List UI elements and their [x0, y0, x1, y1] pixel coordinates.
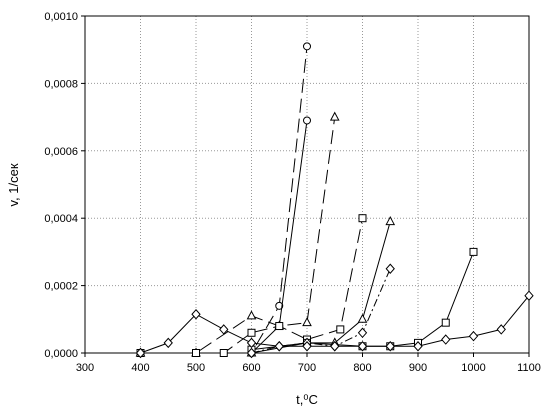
x-tick-label: 800	[353, 362, 371, 374]
x-tick-label: 1000	[461, 362, 485, 374]
y-tick-label: 0,0006	[44, 146, 78, 158]
marker	[413, 341, 423, 352]
marker	[246, 337, 257, 349]
marker	[357, 327, 368, 339]
marker	[468, 330, 479, 342]
x-tick-label: 400	[131, 362, 149, 374]
marker	[219, 349, 228, 357]
marker	[441, 318, 450, 327]
marker	[302, 341, 312, 352]
marker	[385, 216, 396, 226]
y-tick-label: 0,0002	[44, 281, 78, 293]
x-axis-label: t,⁰C	[296, 392, 318, 407]
marker	[275, 301, 284, 310]
y-tick-label: 0,0010	[44, 11, 78, 23]
marker	[192, 349, 200, 357]
marker	[302, 317, 312, 327]
marker	[303, 42, 311, 51]
y-tick-label: 0,0004	[44, 213, 78, 225]
marker	[303, 116, 311, 125]
y-tick-label: 0,0008	[44, 78, 78, 90]
marker	[246, 310, 257, 320]
marker	[336, 325, 345, 334]
marker	[358, 214, 367, 223]
marker	[274, 341, 284, 352]
marker	[247, 328, 256, 337]
x-tick-label: 1100	[517, 362, 541, 374]
y-tick-label: 0,0000	[44, 348, 78, 360]
marker	[385, 341, 395, 352]
marker	[330, 341, 340, 352]
marker	[441, 334, 451, 345]
marker	[275, 322, 284, 331]
x-tick-label: 700	[298, 362, 316, 374]
marker	[219, 324, 229, 335]
x-tick-label: 500	[187, 362, 205, 374]
marker	[469, 247, 478, 256]
x-tick-label: 600	[242, 362, 260, 374]
series-line	[251, 268, 391, 354]
marker	[496, 324, 506, 335]
marker	[524, 290, 534, 301]
marker	[163, 337, 173, 349]
y-axis-label: v, 1/сек	[6, 163, 21, 206]
series-line	[140, 218, 363, 354]
marker	[357, 341, 368, 352]
x-tick-label: 300	[76, 362, 94, 374]
marker	[135, 347, 146, 359]
marker	[246, 347, 257, 359]
marker	[191, 308, 201, 320]
marker	[385, 263, 395, 275]
x-tick-label: 900	[409, 362, 427, 374]
marker	[357, 313, 368, 323]
marker	[329, 111, 340, 121]
plot-frame	[84, 15, 530, 354]
